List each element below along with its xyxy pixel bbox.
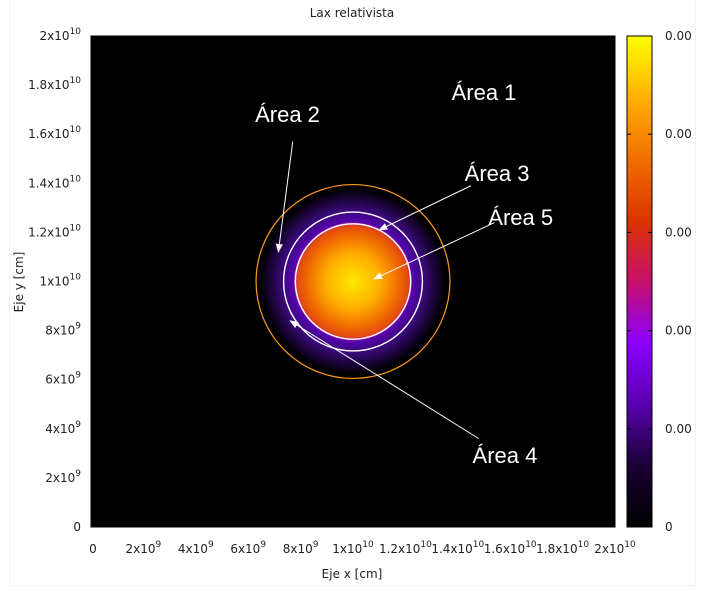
x-tick-label: 1.6x1010 (484, 540, 537, 556)
x-tick-label: 1x1010 (332, 540, 374, 556)
chart-title: Lax relativista (310, 6, 394, 20)
annotation-layer: Área 1 Área 2 Área 3 Área 5 Área 4 (255, 80, 553, 468)
y-tick-label: 1.4x1010 (28, 174, 81, 190)
x-axis: 0 2x109 4x109 6x109 8x109 1x1010 1.2x1010 1.4x1… (89, 36, 636, 556)
colorbar-label: 0.00 (665, 29, 692, 43)
y-tick-label: 1.6x1010 (28, 125, 81, 141)
y-tick-label: 6x109 (45, 371, 81, 387)
y-tick-label: 1x1010 (40, 273, 82, 289)
annotation-label: Área 5 (488, 205, 553, 230)
annotation-label: Área 3 (465, 161, 530, 186)
y-tick-label: 8x109 (45, 322, 81, 338)
annotation-label: Área 1 (452, 80, 517, 105)
y-tick-label: 2x109 (45, 469, 81, 485)
annotation-label: Área 4 (473, 443, 538, 468)
annotation-arrow (378, 185, 472, 231)
disk-core (294, 222, 412, 341)
annotation-label: Área 2 (255, 102, 320, 127)
x-tick-label: 6x109 (230, 540, 266, 556)
chart-frame: Lax relativista Área 1 Área 2 Área 3 Área 5… (10, 0, 695, 585)
annotation-arrow (373, 222, 495, 280)
colorbar (626, 35, 653, 528)
y-axis-label: Eje y [cm] (12, 252, 26, 313)
x-tick-label: 2x109 (126, 540, 162, 556)
colorbar-label: 0.00 (665, 422, 692, 436)
x-tick-label: 4x109 (178, 540, 214, 556)
disk-layer (258, 187, 448, 376)
x-axis-label: Eje x [cm] (322, 567, 383, 581)
y-tick-label: 0 (73, 520, 81, 534)
x-tick-label: 1.8x1010 (536, 540, 589, 556)
contour-ring (282, 211, 424, 352)
contour-ring (255, 183, 451, 380)
annotation-arrow (289, 320, 480, 440)
colorbar-label: 0.00 (665, 324, 692, 338)
y-tick-label: 4x109 (45, 420, 81, 436)
x-tick-label: 1.2x1010 (379, 540, 432, 556)
colorbar-label: 0 (665, 520, 673, 534)
y-tick-label: 1.8x1010 (28, 76, 81, 92)
colorbar-axis: 0 0.00 0.00 0.00 0.00 0.00 (627, 29, 692, 534)
y-tick-label: 2x1010 (40, 27, 82, 43)
x-tick-label: 2x1010 (594, 540, 636, 556)
arrow-layer (275, 141, 495, 440)
heatmap-chart: Lax relativista Área 1 Área 2 Área 3 Área 5… (12, 6, 692, 581)
ring-layer (255, 183, 451, 380)
x-tick-label: 0 (89, 542, 97, 556)
y-axis: 0 2x109 4x109 6x109 8x109 1x1010 1.2x1010 1.4x1… (28, 27, 615, 534)
contour-ring (294, 223, 412, 340)
x-tick-label: 1.4x1010 (431, 540, 484, 556)
x-tick-label: 8x109 (283, 540, 319, 556)
colorbar-label: 0.00 (665, 127, 692, 141)
y-tick-label: 1.2x1010 (28, 223, 81, 239)
annotation-arrow (275, 141, 294, 253)
colorbar-label: 0.00 (665, 225, 692, 239)
